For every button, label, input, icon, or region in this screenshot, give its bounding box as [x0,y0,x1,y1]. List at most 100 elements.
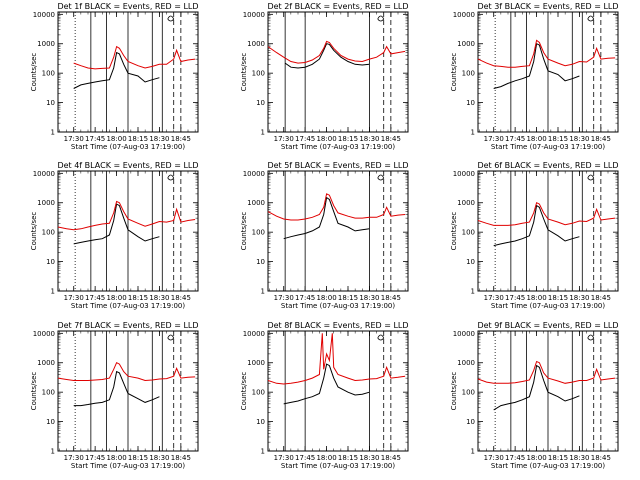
x-tick-label: 18:30 [149,135,169,143]
chart-panel-6: Det 6f BLACK = Events, RED = LLD 1 10 100 10… [450,161,619,310]
x-tick-label: 18:30 [569,135,589,143]
x-tick-label: 17:45 [295,454,315,462]
x-tick-label: 18:30 [359,135,379,143]
y-tick-label: 100 [42,70,55,78]
y-tick-label: 10000 [243,170,265,178]
series-line-lld [477,201,616,226]
x-axis-label: Start Time (07-Aug-03 17:19:00) [491,462,605,470]
x-tick-label: 18:45 [591,454,611,462]
x-tick-label: 18:00 [316,454,336,462]
x-axis-label: Start Time (07-Aug-03 17:19:00) [281,462,395,470]
series-line-events [284,43,370,69]
x-axis-label: Start Time (07-Aug-03 17:19:00) [281,143,395,151]
state-marker-icon [587,174,595,181]
x-tick-label: 17:30 [484,454,504,462]
y-tick-label: 10 [256,99,265,107]
y-axis-label: Counts/sec [450,212,458,251]
y-tick-label: 10 [46,418,55,426]
x-tick-label: 18:30 [359,294,379,302]
y-tick-label: 1000 [37,199,55,207]
plot-frame [267,11,409,133]
chart-title: Det 5f BLACK = Events, RED = LLD [267,161,408,170]
series-line-lld [267,193,406,221]
x-tick-label: 17:30 [484,135,504,143]
x-tick-label: 18:45 [381,294,401,302]
state-marker-icon [587,15,595,22]
y-tick-label: 100 [252,229,265,237]
y-tick-label: 1 [261,288,265,296]
chart-panel-4: Det 4f BLACK = Events, RED = LLD 1 10 100 10… [30,161,199,310]
y-tick-label: 10000 [453,11,475,19]
x-tick-label: 18:45 [381,454,401,462]
x-tick-label: 18:45 [171,454,191,462]
x-tick-label: 18:45 [171,294,191,302]
state-marker-icon [377,15,385,22]
y-tick-label: 10000 [453,330,475,338]
state-marker-icon [377,174,385,181]
x-tick-label: 17:30 [64,135,84,143]
x-tick-label: 18:00 [316,135,336,143]
y-tick-label: 100 [42,389,55,397]
y-axis-label: Counts/sec [240,212,248,251]
y-tick-label: 10 [466,99,475,107]
x-tick-label: 17:45 [505,135,525,143]
y-tick-label: 100 [252,70,265,78]
chart-panel-1: Det 1f BLACK = Events, RED = LLD 1 10 100 10… [30,2,199,151]
y-tick-label: 1000 [247,40,265,48]
x-tick-label: 17:30 [274,135,294,143]
x-tick-label: 17:30 [64,454,84,462]
series-line-lld [57,362,196,382]
x-axis-label: Start Time (07-Aug-03 17:19:00) [491,302,605,310]
x-axis-label: Start Time (07-Aug-03 17:19:00) [71,143,185,151]
x-tick-label: 18:30 [149,454,169,462]
y-tick-label: 10000 [33,170,55,178]
series-line-lld [267,40,406,64]
state-marker-icon [167,15,175,22]
chart-title: Det 7f BLACK = Events, RED = LLD [57,321,198,330]
chart-title: Det 4f BLACK = Events, RED = LLD [57,161,198,170]
y-tick-label: 1 [261,129,265,137]
chart-panel-8: Det 8f BLACK = Events, RED = LLD 1 10 100 10… [240,321,409,470]
x-tick-label: 17:30 [64,294,84,302]
plot-frame [267,330,409,452]
y-axis-label: Counts/sec [30,53,38,92]
y-axis-label: Counts/sec [240,372,248,411]
x-tick-label: 18:45 [591,135,611,143]
x-tick-label: 18:00 [316,294,336,302]
y-tick-label: 10 [46,99,55,107]
x-tick-label: 18:45 [591,294,611,302]
y-tick-label: 100 [462,229,475,237]
series-line-events [73,203,160,245]
x-tick-label: 17:30 [274,294,294,302]
y-tick-label: 1000 [457,199,475,207]
state-marker-icon [167,174,175,181]
y-tick-label: 1 [261,448,265,456]
y-tick-label: 100 [462,389,475,397]
y-tick-label: 10000 [33,11,55,19]
x-axis-label: Start Time (07-Aug-03 17:19:00) [71,462,185,470]
x-tick-label: 18:15 [338,294,358,302]
x-tick-label: 17:45 [505,454,525,462]
series-line-lld [57,200,196,231]
x-tick-label: 18:15 [548,454,568,462]
y-tick-label: 1 [471,448,475,456]
chart-title: Det 1f BLACK = Events, RED = LLD [57,2,198,11]
x-tick-label: 18:30 [569,294,589,302]
y-tick-label: 1000 [457,359,475,367]
x-tick-label: 17:45 [85,135,105,143]
chart-panel-7: Det 7f BLACK = Events, RED = LLD 1 10 100 10… [30,321,199,470]
x-tick-label: 18:30 [569,454,589,462]
series-line-events [493,42,580,89]
chart-panel-5: Det 5f BLACK = Events, RED = LLD 1 10 100 10… [240,161,409,310]
y-tick-label: 10000 [453,170,475,178]
plot-frame [267,170,409,292]
x-tick-label: 18:15 [548,294,568,302]
chart-panel-9: Det 9f BLACK = Events, RED = LLD 1 10 100 10… [450,321,619,470]
y-tick-label: 1 [471,129,475,137]
y-tick-label: 1 [471,288,475,296]
x-tick-label: 17:30 [274,454,294,462]
y-axis-label: Counts/sec [30,212,38,251]
chart-title: Det 2f BLACK = Events, RED = LLD [267,2,408,11]
y-tick-label: 1000 [37,359,55,367]
